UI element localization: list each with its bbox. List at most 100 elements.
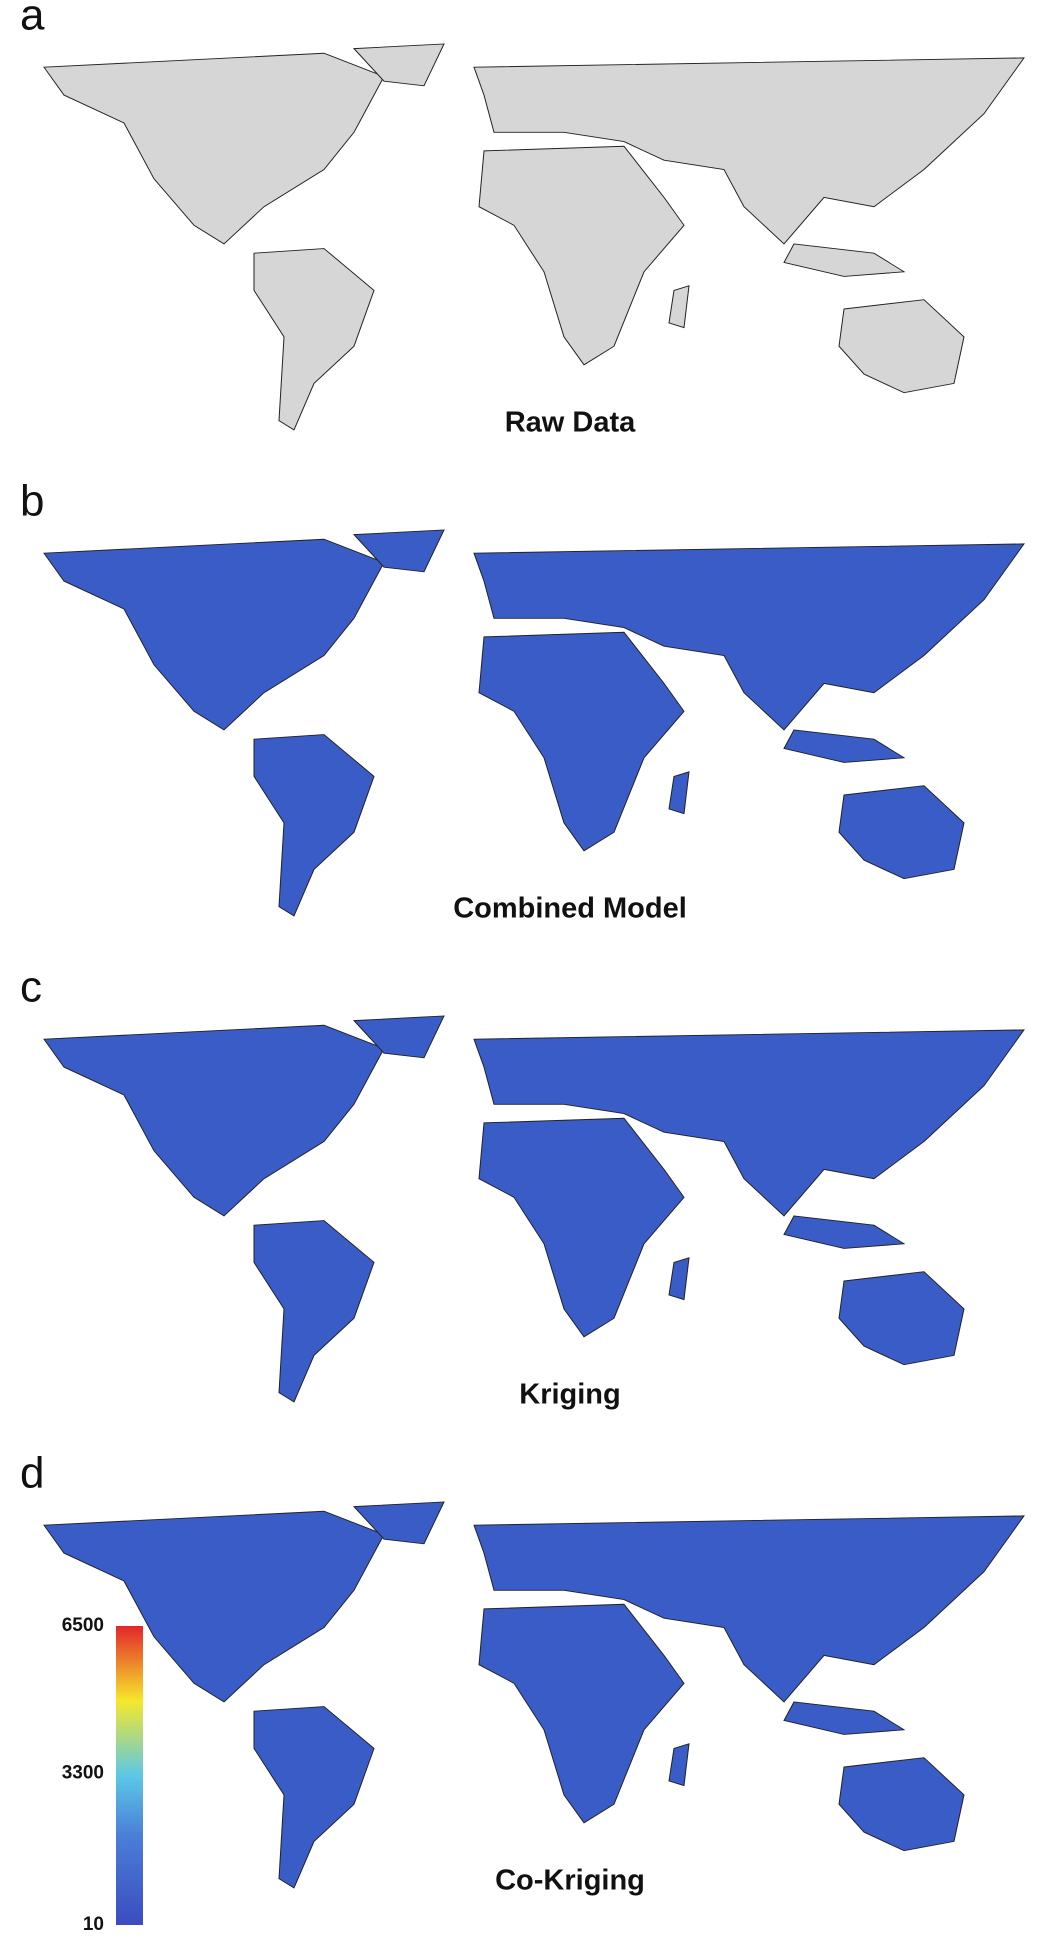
site-dot: [102, 143, 113, 154]
panel-title: Kriging: [519, 1379, 621, 1411]
site-dot: [284, 195, 295, 205]
site-dot: [141, 311, 152, 322]
site-dot: [76, 242, 87, 253]
map-panel: c Kriging: [20, 963, 1025, 1411]
panel-title: Combined Model: [453, 893, 687, 925]
site-dot: [751, 279, 762, 289]
site-dot: [729, 261, 740, 271]
site-dot: [138, 312, 149, 322]
land: [43, 43, 1025, 431]
site-dot: [782, 298, 793, 308]
site-dot: [679, 392, 690, 403]
site-dot: [984, 353, 995, 363]
site-dot: [66, 117, 77, 128]
panel-title: Raw Data: [505, 407, 636, 439]
site-dot: [139, 278, 150, 288]
site-dot: [880, 219, 891, 229]
site-dot: [766, 334, 777, 344]
site-dot: [789, 403, 800, 413]
site-dot: [689, 303, 700, 313]
site-dot: [712, 399, 723, 409]
site-dot: [941, 160, 952, 170]
site-dot: [762, 259, 773, 269]
site-dot: [959, 380, 970, 391]
site-dot: [694, 263, 705, 273]
site-dot: [904, 240, 915, 251]
site-dot: [647, 284, 658, 294]
world-map: [43, 529, 1025, 917]
site-dot: [373, 135, 384, 145]
site-dot: [715, 326, 726, 336]
site-dot: [747, 239, 758, 249]
map-panel: a Raw Data: [20, 0, 1025, 439]
site-dot: [162, 210, 173, 220]
site-dot: [584, 376, 595, 386]
site-dot: [168, 310, 179, 320]
site-dot: [414, 118, 425, 128]
site-dot: [722, 279, 733, 289]
site-dot: [896, 249, 907, 259]
site-dot: [436, 163, 447, 173]
site-dot: [923, 278, 934, 288]
site-dot: [364, 249, 375, 260]
site-dot: [382, 285, 393, 296]
site-dot: [384, 195, 395, 206]
site-dot: [790, 305, 801, 315]
site-dot: [435, 153, 446, 164]
site-dot: [865, 284, 876, 294]
site-dot: [511, 134, 522, 144]
site-dot: [375, 398, 386, 408]
site-dot: [51, 125, 62, 135]
site-dot: [213, 291, 224, 301]
site-dot: [838, 390, 849, 400]
site-dot: [523, 335, 534, 345]
site-dot: [423, 148, 434, 159]
site-dot: [940, 263, 951, 274]
site-dot: [754, 329, 765, 340]
land: [43, 529, 1025, 917]
site-dot: [979, 277, 990, 288]
site-dot: [122, 363, 133, 374]
site-dot: [462, 79, 473, 90]
site-dot: [685, 381, 696, 391]
site-dot: [131, 161, 142, 171]
colorbar-gradient: [116, 1626, 143, 1925]
land: [43, 1015, 1025, 1403]
site-dot: [64, 331, 75, 341]
colorbar-tick-label: 3300: [62, 1762, 104, 1783]
colorbar-tick-label: 10: [83, 1914, 104, 1935]
site-dot: [882, 388, 893, 398]
site-dot: [421, 362, 432, 372]
site-dot: [97, 183, 108, 193]
site-dot: [52, 272, 63, 282]
world-map: [43, 1501, 1025, 1889]
site-dot: [481, 359, 492, 369]
site-dot: [52, 133, 63, 143]
panel-letter: d: [20, 1449, 44, 1498]
site-dot: [463, 84, 474, 95]
site-dot: [52, 399, 63, 409]
colorbar-tick-label: 6500: [62, 1615, 104, 1636]
site-dot: [428, 344, 439, 354]
site-dot: [951, 209, 962, 219]
site-dot: [466, 365, 477, 375]
site-dot: [123, 380, 134, 390]
site-dot: [278, 209, 289, 220]
site-dot: [162, 370, 173, 381]
site-dot: [517, 373, 528, 383]
site-dot: [531, 373, 542, 383]
site-dot: [669, 360, 680, 370]
site-dot: [308, 177, 319, 188]
site-dot: [71, 167, 82, 177]
site-dot: [486, 142, 497, 152]
site-dot: [377, 237, 388, 247]
site-dot: [755, 373, 766, 383]
site-dot: [980, 286, 991, 296]
site-dot: [950, 235, 961, 245]
site-dot: [492, 242, 503, 252]
site-dot: [900, 239, 911, 250]
site-dot: [978, 222, 989, 232]
site-dot: [946, 168, 957, 178]
site-dot: [509, 251, 520, 261]
